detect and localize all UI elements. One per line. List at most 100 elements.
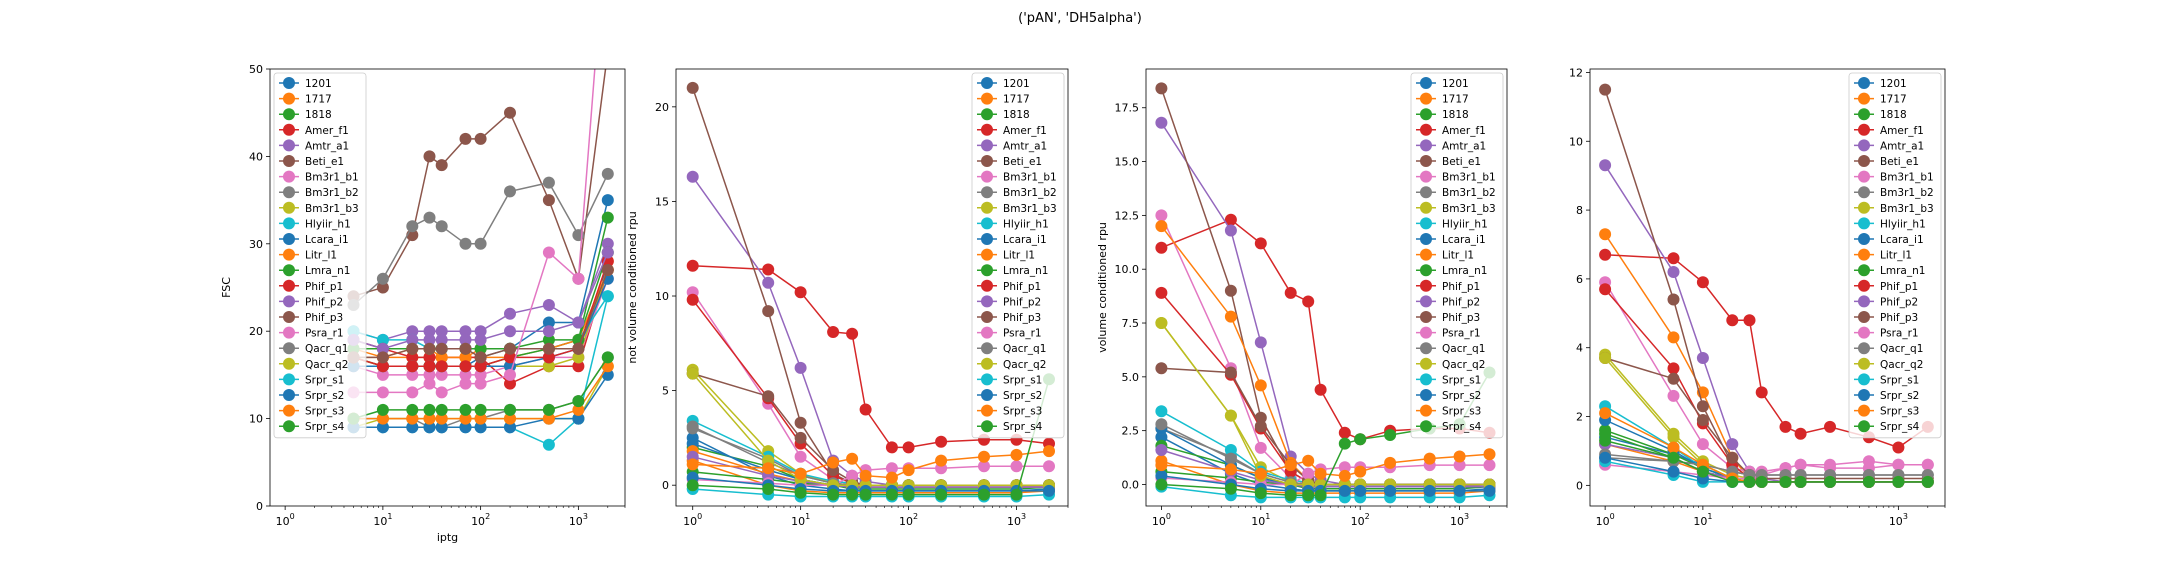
legend-label: Srpr_s1 <box>1880 374 1919 386</box>
legend-label: Amtr_a1 <box>305 140 349 152</box>
data-point <box>1155 209 1168 222</box>
data-point <box>435 342 448 355</box>
legend-label: Lmra_n1 <box>1003 265 1048 277</box>
data-point <box>406 403 419 416</box>
data-point <box>1667 389 1680 402</box>
legend-marker <box>981 155 993 167</box>
data-point <box>1667 451 1680 464</box>
chart-panel-4: 0 2 4 6 8 10 12 100 101 103 1201 1717 1818 Amer_f1 Amt… <box>1569 66 1946 528</box>
data-point <box>1043 460 1055 473</box>
legend-label: Phif_p1 <box>305 281 343 293</box>
data-point <box>474 351 487 364</box>
data-point <box>474 368 487 381</box>
legend-label: Bm3r1_b2 <box>1003 187 1057 199</box>
data-point <box>459 325 472 338</box>
legend-label: Lcara_i1 <box>1880 234 1924 246</box>
data-point <box>459 333 472 346</box>
data-point <box>601 246 614 259</box>
data-point <box>1667 372 1680 385</box>
legend-label: Beti_e1 <box>1442 156 1481 168</box>
data-point <box>1667 293 1680 306</box>
data-point <box>1155 220 1168 233</box>
data-point <box>1224 463 1237 476</box>
y-tick-label: 5.0 <box>1122 371 1140 384</box>
data-point <box>762 263 775 276</box>
data-point <box>1155 317 1168 329</box>
data-point <box>542 176 555 189</box>
data-point <box>542 360 555 373</box>
legend-marker <box>283 420 295 433</box>
legend-marker <box>981 170 993 183</box>
data-point <box>601 237 614 250</box>
legend-marker <box>1858 108 1870 121</box>
y-axis-label: FSC <box>220 277 233 298</box>
data-point <box>504 325 516 338</box>
legend-label: Srpr_s3 <box>1003 406 1042 418</box>
data-point <box>572 412 585 425</box>
data-point <box>1423 452 1436 465</box>
data-point <box>474 360 487 373</box>
data-point <box>376 386 389 399</box>
legend-label: Qacr_q1 <box>1880 343 1923 355</box>
legend-label: Amer_f1 <box>305 125 349 137</box>
legend-label: Bm3r1_b3 <box>1880 203 1934 215</box>
legend-marker <box>981 248 993 261</box>
legend-label: Hlyiir_h1 <box>1442 218 1488 230</box>
y-tick-label: 12.5 <box>1115 209 1140 222</box>
legend-label: Qacr_q2 <box>1880 359 1923 371</box>
legend-label: Lcara_i1 <box>1442 234 1486 246</box>
legend-marker <box>981 139 993 152</box>
y-tick-label: 0 <box>256 500 263 513</box>
data-point <box>504 412 516 425</box>
data-point <box>474 412 487 425</box>
legend-label: Srpr_s2 <box>1003 390 1042 402</box>
legend-label: Bm3r1_b2 <box>1880 187 1934 199</box>
legend-marker <box>1420 92 1432 105</box>
legend-marker <box>283 295 295 308</box>
x-tick-label: 103 <box>1889 512 1908 528</box>
legend-label: 1717 <box>1880 94 1907 106</box>
data-point <box>435 412 448 425</box>
data-point <box>474 325 487 338</box>
legend-box <box>273 72 367 439</box>
data-point <box>542 325 555 338</box>
legend-label: 1818 <box>1442 109 1469 121</box>
data-point <box>1314 489 1327 502</box>
data-point <box>572 360 585 373</box>
data-point <box>1667 266 1680 278</box>
legend-marker <box>981 342 993 355</box>
legend-marker <box>1420 248 1432 261</box>
data-point <box>376 403 389 416</box>
data-point <box>1224 310 1237 323</box>
data-point <box>423 351 436 364</box>
data-point <box>1696 276 1709 289</box>
data-point <box>1726 451 1739 464</box>
legend-marker <box>1420 295 1432 308</box>
legend-label: Srpr_s2 <box>1880 390 1919 402</box>
data-point <box>885 488 898 501</box>
data-point <box>1155 444 1168 456</box>
data-point <box>602 46 614 58</box>
x-tick-label: 100 <box>1152 512 1171 528</box>
legend-label: Lcara_i1 <box>305 234 349 246</box>
y-tick-label: 40 <box>249 150 263 163</box>
legend-marker <box>1858 233 1870 245</box>
y-tick-label: 8 <box>1576 204 1583 217</box>
legend-label: Litr_l1 <box>305 250 337 262</box>
legend-label: Beti_e1 <box>305 156 344 168</box>
data-point <box>1384 484 1397 497</box>
data-point <box>1755 475 1768 488</box>
legend-label: Beti_e1 <box>1003 156 1042 168</box>
data-point <box>459 368 472 381</box>
data-point <box>859 469 872 482</box>
data-point <box>459 377 472 390</box>
data-point <box>572 342 585 355</box>
data-point <box>1155 478 1168 491</box>
data-point <box>1599 83 1612 96</box>
data-point <box>1599 159 1612 172</box>
data-point <box>1483 448 1496 461</box>
legend-marker <box>283 342 295 355</box>
legend-marker <box>283 279 295 292</box>
data-point <box>1254 441 1267 454</box>
data-point <box>406 325 419 338</box>
